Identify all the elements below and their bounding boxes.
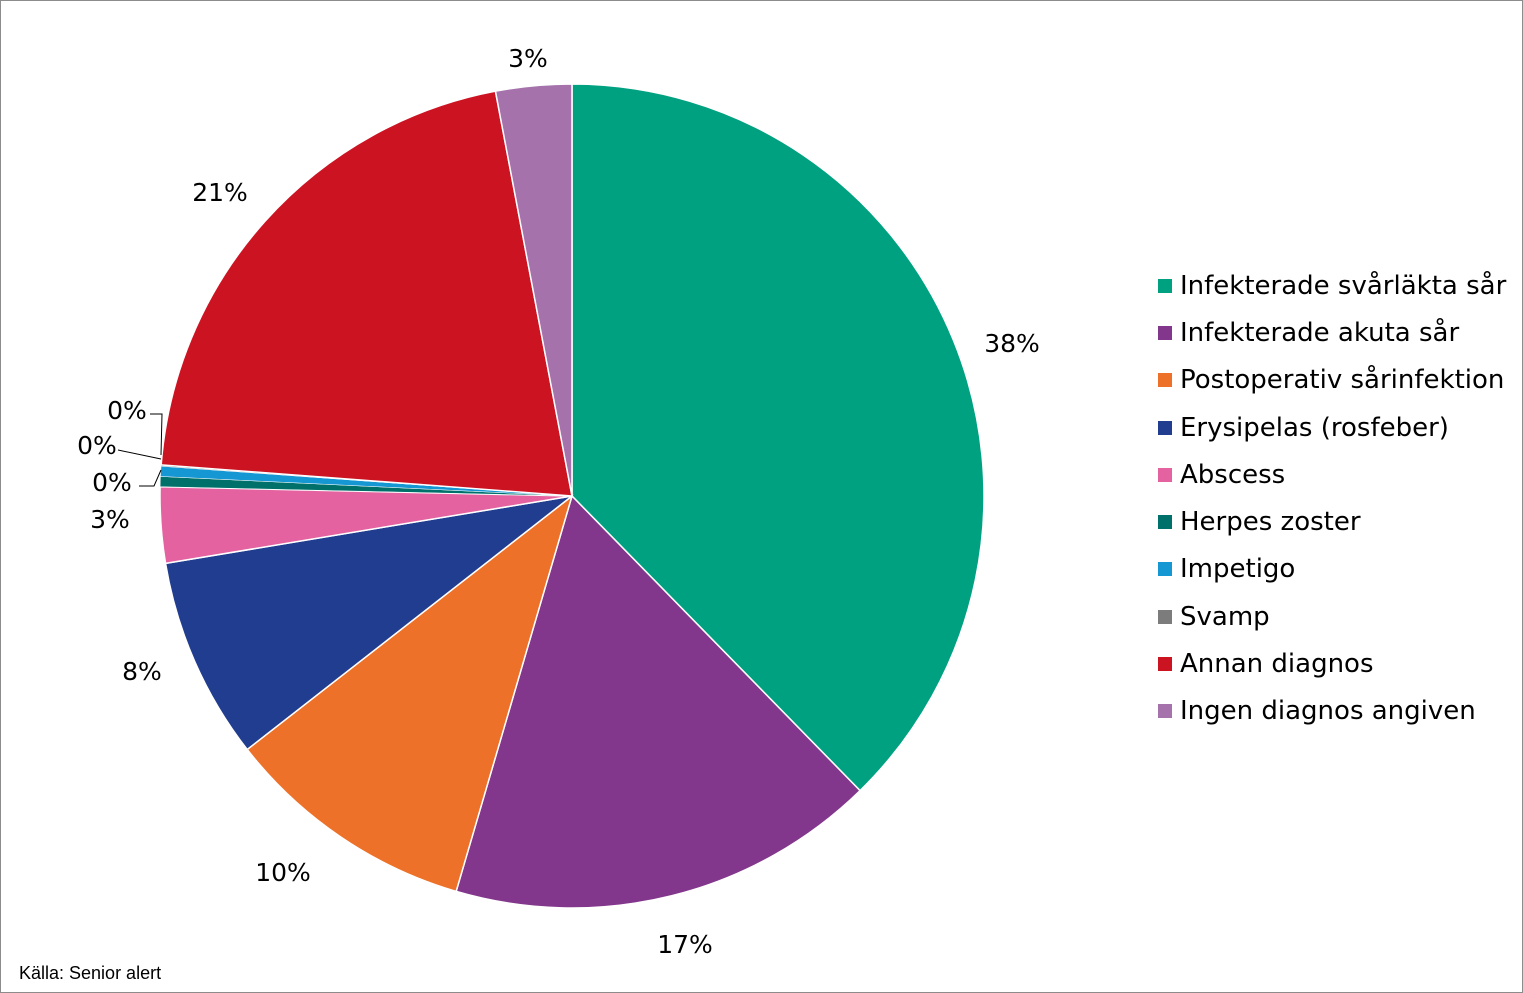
legend-swatch [1158,467,1172,482]
legend-swatch [1158,609,1172,624]
data-label-herpes-zoster: 0% [92,468,132,497]
data-label-infekterade-sv-rl-kta-s-r: 38% [984,329,1040,358]
legend-item-svamp: Svamp [1158,593,1506,640]
leader-line-herpes-zoster [139,469,162,487]
pie-slice-annan-diagnos [160,90,573,497]
leader-lines [117,413,163,487]
legend-item-postoperativ-s-rinfektion: Postoperativ sårinfektion [1158,357,1506,404]
legend: Infekterade svårläkta sår Infekterade aku… [1158,262,1506,735]
data-label-infekterade-akuta-s-r: 17% [657,930,713,959]
legend-label: Annan diagnos [1180,649,1374,680]
pie-slice-infekterade-sv-rl-kta-s-r [571,83,985,792]
legend-label: Abscess [1180,459,1286,490]
legend-label: Infekterade akuta sår [1180,317,1460,348]
legend-swatch [1158,562,1172,577]
legend-swatch [1158,278,1172,293]
legend-swatch [1158,325,1172,340]
data-label-impetigo: 0% [77,431,117,460]
legend-item-abscess: Abscess [1158,451,1506,498]
legend-label: Infekterade svårläkta sår [1180,270,1507,301]
legend-item-ingen-diagnos-angiven: Ingen diagnos angiven [1158,688,1506,735]
legend-swatch [1158,515,1172,530]
legend-item-infekterade-sv-rl-kta-s-r: Infekterade svårläkta sår [1158,262,1506,309]
pie-slice-ingen-diagnos-angiven [494,83,573,497]
source-note: Källa: Senior alert [19,963,162,983]
legend-item-annan-diagnos: Annan diagnos [1158,640,1506,687]
leader-line-svamp [150,413,163,456]
legend-swatch [1158,704,1172,719]
legend-swatch [1158,420,1172,435]
pie-slice-postoperativ-s-rinfektion [246,493,574,893]
data-label-annan-diagnos: 21% [192,178,248,207]
pie-slice-infekterade-akuta-s-r [455,494,862,909]
data-label-ingen-diagnos-angiven: 3% [508,44,548,73]
legend-label: Impetigo [1180,554,1296,585]
pie-slice-erysipelas-rosfeber [164,495,573,751]
data-label-svamp: 0% [107,396,147,425]
leader-line-impetigo [117,449,162,460]
legend-item-impetigo: Impetigo [1158,546,1506,593]
legend-label: Herpes zoster [1180,507,1361,538]
legend-item-herpes-zoster: Herpes zoster [1158,498,1506,545]
data-label-postoperativ-s-rinfektion: 10% [255,858,311,887]
legend-swatch [1158,373,1172,388]
data-labels: 38% 17% 10% 8% 3% 0% 0% 0% 21% 3% [77,44,1040,959]
legend-label: Erysipelas (rosfeber) [1180,412,1449,443]
legend-item-erysipelas-rosfeber: Erysipelas (rosfeber) [1158,404,1506,451]
data-label-abscess: 3% [90,505,130,534]
pie-slices [159,83,985,909]
legend-label: Ingen diagnos angiven [1180,696,1476,727]
legend-item-infekterade-akuta-s-r: Infekterade akuta sår [1158,309,1506,356]
legend-swatch [1158,657,1172,672]
legend-label: Svamp [1180,601,1270,632]
data-label-erysipelas-rosfeber: 8% [122,657,162,686]
legend-label: Postoperativ sårinfektion [1180,365,1505,396]
